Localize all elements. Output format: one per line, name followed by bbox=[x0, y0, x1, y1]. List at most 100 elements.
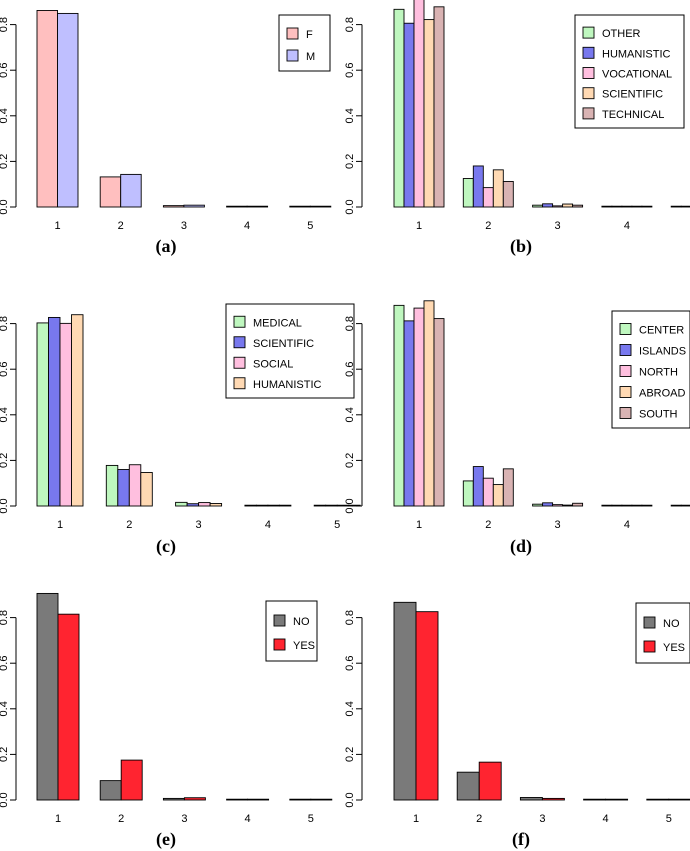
y-tick-label: 0.4 bbox=[344, 108, 356, 123]
legend-swatch bbox=[582, 26, 595, 39]
x-tick-label: 2 bbox=[476, 813, 482, 825]
bar-m-cat-2 bbox=[120, 173, 142, 208]
x-tick-label: 4 bbox=[245, 813, 251, 825]
bar-no-cat-1 bbox=[36, 592, 59, 801]
bar-scientific-cat-1 bbox=[423, 19, 435, 208]
y-tick-label: 0.0 bbox=[344, 792, 356, 807]
bar-other-cat-4 bbox=[601, 205, 613, 208]
x-tick-label: 3 bbox=[196, 519, 202, 531]
panel-caption: (e) bbox=[156, 829, 176, 850]
bar-humanistic-cat-5 bbox=[680, 205, 690, 208]
bar-vocational-cat-4 bbox=[621, 205, 633, 208]
y-tick-label: 0.4 bbox=[0, 108, 10, 123]
legend-box bbox=[278, 14, 331, 72]
chart-panel-4: 0.00.20.40.60.812345CENTERISLANDSNORTHAB… bbox=[344, 300, 690, 557]
legend-swatch bbox=[286, 27, 299, 40]
bar-social-cat-1 bbox=[59, 322, 72, 507]
bar-other-cat-1 bbox=[393, 8, 405, 208]
legend-swatch bbox=[619, 344, 632, 356]
bar-vocational-cat-1 bbox=[413, 0, 425, 208]
x-tick-label: 5 bbox=[307, 220, 313, 232]
legend-label: OTHER bbox=[602, 28, 641, 40]
legend-label: SOUTH bbox=[639, 409, 678, 421]
bar-center-cat-2 bbox=[462, 480, 474, 507]
legend-label: SCIENTIFIC bbox=[602, 89, 663, 101]
bar-no-cat-5 bbox=[289, 798, 312, 801]
legend-label: TECHNICAL bbox=[602, 109, 664, 121]
bar-scientific-cat-3 bbox=[562, 203, 574, 208]
bar-islands-cat-1 bbox=[403, 320, 415, 507]
x-tick-label: 3 bbox=[539, 813, 545, 825]
panel-caption: (f) bbox=[512, 829, 530, 850]
x-tick-label: 4 bbox=[624, 519, 630, 531]
bar-medical-cat-5 bbox=[313, 504, 327, 507]
legend-swatch bbox=[233, 315, 246, 328]
bar-center-cat-3 bbox=[532, 503, 544, 507]
bar-no-cat-3 bbox=[162, 797, 185, 801]
y-tick-label: 0.8 bbox=[0, 610, 10, 625]
legend-label: SOCIAL bbox=[253, 358, 293, 370]
bar-m-cat-5 bbox=[309, 205, 332, 208]
panel-caption: (d) bbox=[510, 536, 532, 557]
legend-label: F bbox=[306, 29, 313, 41]
bar-humanistic-cat-2 bbox=[140, 472, 153, 507]
bar-m-cat-4 bbox=[246, 205, 269, 208]
bar-no-cat-5 bbox=[646, 798, 670, 801]
bar-scientific-cat-4 bbox=[255, 504, 269, 507]
bar-medical-cat-1 bbox=[36, 322, 49, 507]
bar-humanistic-cat-3 bbox=[209, 503, 223, 507]
x-tick-label: 4 bbox=[624, 220, 630, 232]
legend-label: ISLANDS bbox=[639, 346, 686, 358]
bar-yes-cat-4 bbox=[247, 798, 270, 801]
legend-swatch bbox=[619, 386, 632, 398]
legend-swatch bbox=[582, 46, 595, 59]
y-tick-label: 0.2 bbox=[344, 453, 356, 468]
legend-swatch bbox=[273, 614, 286, 627]
x-tick-label: 2 bbox=[118, 220, 124, 232]
bar-no-cat-1 bbox=[393, 601, 417, 801]
bar-humanistic-cat-1 bbox=[71, 314, 84, 507]
legend-box bbox=[635, 602, 690, 664]
chart-panel-1: 0.0 0.2 0.4 0.6 0.8 1 2 3 4 5 FM (a) bbox=[0, 10, 332, 257]
y-tick-label: 0.6 bbox=[344, 656, 356, 671]
legend-swatch bbox=[582, 87, 595, 100]
legend-label: NO bbox=[663, 618, 680, 630]
bar-islands-cat-4 bbox=[611, 504, 623, 507]
x-tick-label: 4 bbox=[265, 519, 271, 531]
chart-panel-2: 0.00.20.40.60.812345OTHERHUMANISTICVOCAT… bbox=[344, 0, 690, 257]
bar-medical-cat-4 bbox=[244, 504, 257, 507]
y-tick-label: 0.8 bbox=[344, 316, 356, 331]
legend-swatch bbox=[619, 365, 632, 377]
x-tick-label: 1 bbox=[54, 220, 60, 232]
legend-swatch bbox=[582, 67, 595, 79]
bar-yes-cat-1 bbox=[415, 611, 439, 801]
bar-scientific-cat-2 bbox=[117, 469, 130, 507]
x-tick-label: 1 bbox=[413, 813, 419, 825]
bar-north-cat-4 bbox=[621, 504, 633, 507]
y-tick-label: 0.2 bbox=[0, 747, 10, 762]
bar-other-cat-5 bbox=[670, 205, 682, 208]
bar-vocational-cat-3 bbox=[552, 205, 564, 208]
bar-no-cat-2 bbox=[456, 771, 480, 801]
bar-technical-cat-2 bbox=[502, 181, 514, 208]
bar-social-cat-2 bbox=[128, 464, 142, 507]
y-tick-label: 0.2 bbox=[344, 747, 356, 762]
legend-swatch bbox=[619, 323, 632, 335]
bar-humanistic-cat-4 bbox=[611, 205, 623, 208]
legend-swatch bbox=[643, 640, 656, 653]
bar-no-cat-4 bbox=[583, 798, 607, 801]
x-tick-label: 2 bbox=[485, 519, 491, 531]
bar-f-cat-5 bbox=[289, 205, 311, 208]
chart-panel-3: 0.0 0.2 0.4 0.6 0.8 1 2 3 4 5 MEDICAL SCIENTIFIC SOC… bbox=[0, 303, 361, 557]
legend-swatch bbox=[643, 616, 656, 629]
bar-north-cat-1 bbox=[413, 307, 425, 507]
bar-social-cat-3 bbox=[198, 502, 211, 507]
bar-scientific-cat-4 bbox=[631, 205, 643, 208]
y-tick-label: 0.0 bbox=[0, 792, 10, 807]
bar-no-cat-2 bbox=[99, 780, 122, 801]
legend-swatch bbox=[273, 638, 286, 651]
bar-center-cat-1 bbox=[393, 304, 405, 507]
x-tick-label: 5 bbox=[334, 519, 340, 531]
bar-center-cat-4 bbox=[601, 504, 613, 507]
